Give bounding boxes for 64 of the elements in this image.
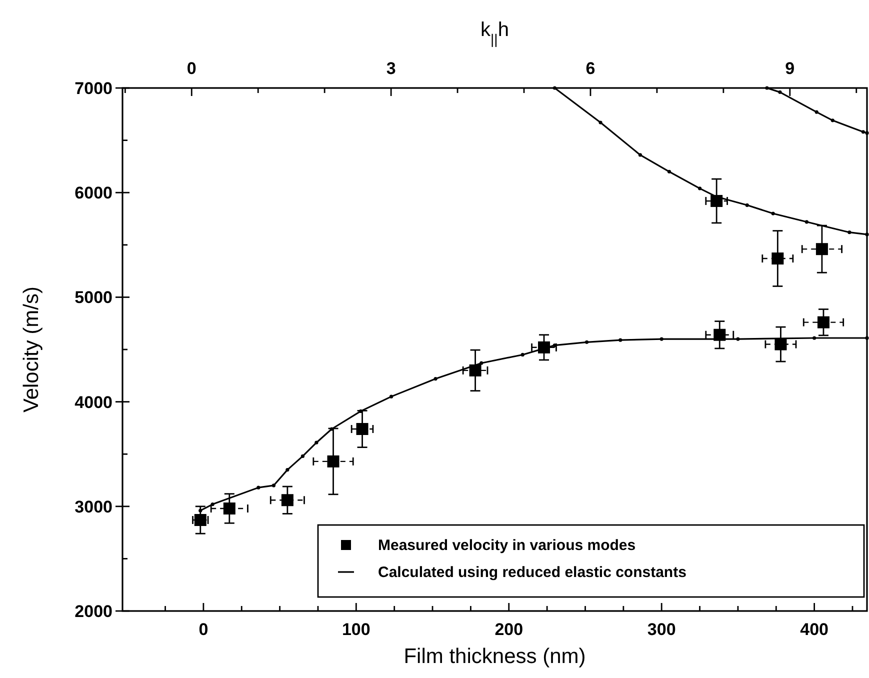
point: [314, 440, 318, 444]
x2-tick-label: 3: [386, 59, 396, 78]
point: [389, 394, 394, 398]
point: [618, 338, 622, 342]
x2-tick-label: 6: [586, 59, 596, 78]
point: [814, 110, 818, 114]
point: [804, 220, 808, 224]
y-axis-title: Velocity (m/s): [20, 286, 43, 413]
y-tick-label: 4000: [74, 392, 112, 412]
point: [817, 316, 830, 328]
x-tick-label: 100: [342, 620, 370, 639]
point: [286, 468, 290, 472]
point: [660, 337, 664, 341]
point: [812, 336, 816, 340]
x-tick-label: 200: [494, 620, 524, 639]
point: [865, 336, 869, 340]
legend-label: Measured velocity in various modes: [378, 537, 636, 554]
point: [774, 338, 787, 350]
point: [552, 344, 556, 348]
point: [198, 508, 202, 512]
point: [778, 90, 782, 94]
point: [830, 118, 834, 122]
point: [520, 352, 524, 357]
y-tick-label: 5000: [74, 288, 112, 308]
x2-axis-title: k$_{||}$h: [480, 19, 509, 47]
point: [584, 340, 589, 344]
y-tick-label: 6000: [74, 184, 112, 203]
point: [356, 422, 368, 435]
x2-tick-label: 9: [785, 59, 795, 78]
point: [327, 455, 340, 468]
point: [816, 243, 828, 256]
point: [848, 230, 852, 234]
y-tick-label: 3000: [74, 497, 112, 516]
point: [281, 494, 294, 506]
x-tick-label: 300: [647, 620, 676, 639]
point: [434, 376, 438, 381]
point: [210, 502, 214, 506]
x-tick-label: 400: [800, 620, 828, 639]
point: [698, 186, 702, 190]
point: [469, 364, 482, 376]
point: [865, 131, 869, 135]
y-tick-label: 2000: [74, 602, 112, 621]
x-tick-label: 0: [198, 620, 208, 639]
point: [736, 337, 740, 341]
point: [223, 502, 236, 514]
point: [300, 454, 305, 458]
point: [552, 86, 556, 90]
x-axis-title: Film thickness (nm): [404, 645, 586, 668]
point: [480, 361, 484, 365]
point: [638, 153, 642, 157]
point: [256, 486, 260, 490]
point: [745, 203, 749, 207]
point: [598, 120, 602, 124]
point: [772, 252, 784, 264]
point: [865, 232, 869, 236]
point: [771, 212, 775, 216]
point: [765, 86, 769, 90]
point: [194, 514, 206, 526]
y-tick-label: 7000: [74, 79, 112, 98]
point: [861, 130, 865, 134]
point: [667, 170, 672, 174]
point: [272, 484, 276, 488]
legend-label: Calculated using reduced elastic constants: [378, 564, 686, 581]
x2-tick-label: 0: [186, 59, 196, 78]
